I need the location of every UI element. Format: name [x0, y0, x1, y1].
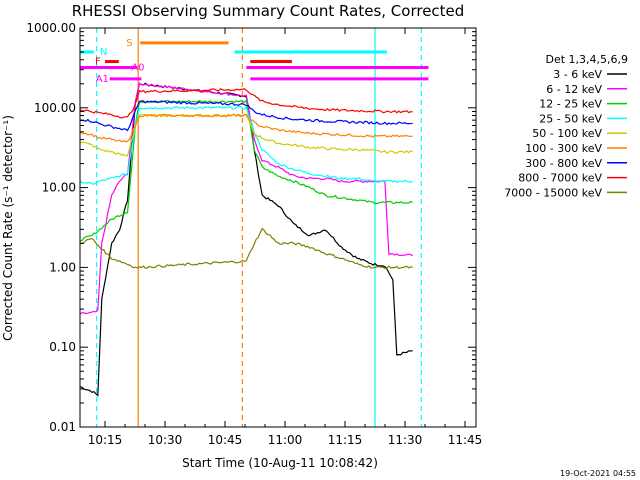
legend-entry-0: 3 - 6 keV — [553, 68, 602, 81]
y-tick-label-4: 100.00 — [34, 101, 76, 115]
legend-entry-2: 12 - 25 keV — [539, 98, 602, 111]
legend-title: Det 1,3,4,5,6,9 — [545, 53, 628, 66]
flag-label-a0: A0 — [131, 62, 144, 73]
y-tick-label-5: 1000.00 — [26, 21, 76, 35]
flag-bars: NF S A1 A0 — [80, 38, 429, 85]
flag-label-n: N — [100, 47, 107, 58]
x-axis: 10:15 10:30 10:45 11:00 11:15 11:30 11:45 — [88, 28, 483, 447]
series-line-4 — [79, 113, 413, 157]
legend: Det 1,3,4,5,6,9 3 - 6 keV 6 - 12 keV 12 - 2… — [504, 53, 628, 199]
chart-title: RHESSI Observing Summary Count Rates, Co… — [72, 2, 465, 20]
y-tick-label-0: 0.01 — [49, 420, 76, 434]
y-tick-label-1: 0.10 — [49, 340, 76, 354]
y-tick-label-3: 10.00 — [42, 181, 76, 195]
x-tick-label-1: 10:30 — [148, 433, 183, 447]
x-tick-label-5: 11:30 — [388, 433, 423, 447]
series-line-8 — [79, 227, 413, 270]
y-axis-label: Corrected Count Rate (s⁻¹ detector⁻¹) — [1, 115, 15, 341]
x-tick-label-2: 10:45 — [208, 433, 243, 447]
flag-label-f: F — [95, 57, 101, 68]
y-axis: 0.01 0.10 1.00 10.00 100.00 1000.00 — [26, 21, 476, 434]
flag-label-s: S — [126, 38, 132, 49]
vertical-markers — [96, 28, 422, 427]
legend-entry-1: 6 - 12 keV — [546, 83, 602, 96]
y-tick-label-2: 1.00 — [49, 260, 76, 274]
series-line-1 — [79, 82, 413, 315]
footer-timestamp: 19-Oct-2021 04:55 — [560, 469, 636, 478]
x-tick-label-4: 11:15 — [328, 433, 363, 447]
legend-entry-5: 100 - 300 keV — [525, 142, 602, 155]
series-line-0 — [79, 82, 413, 397]
x-axis-label: Start Time (10-Aug-11 10:08:42) — [182, 456, 378, 470]
x-tick-label-6: 11:45 — [448, 433, 483, 447]
plot-frame — [79, 27, 477, 428]
series-lines — [79, 82, 413, 397]
series-line-7 — [79, 87, 413, 119]
x-tick-label-3: 11:00 — [268, 433, 303, 447]
x-tick-label-0: 10:15 — [88, 433, 123, 447]
series-line-6 — [79, 100, 413, 132]
legend-entry-4: 50 - 100 keV — [532, 127, 602, 140]
flag-label-a1: A1 — [96, 74, 109, 85]
legend-entry-7: 800 - 7000 keV — [518, 172, 602, 185]
legend-entry-6: 300 - 800 keV — [525, 157, 602, 170]
legend-entry-8: 7000 - 15000 keV — [504, 186, 602, 199]
legend-entry-3: 25 - 50 keV — [539, 112, 602, 125]
series-line-5 — [79, 113, 413, 143]
